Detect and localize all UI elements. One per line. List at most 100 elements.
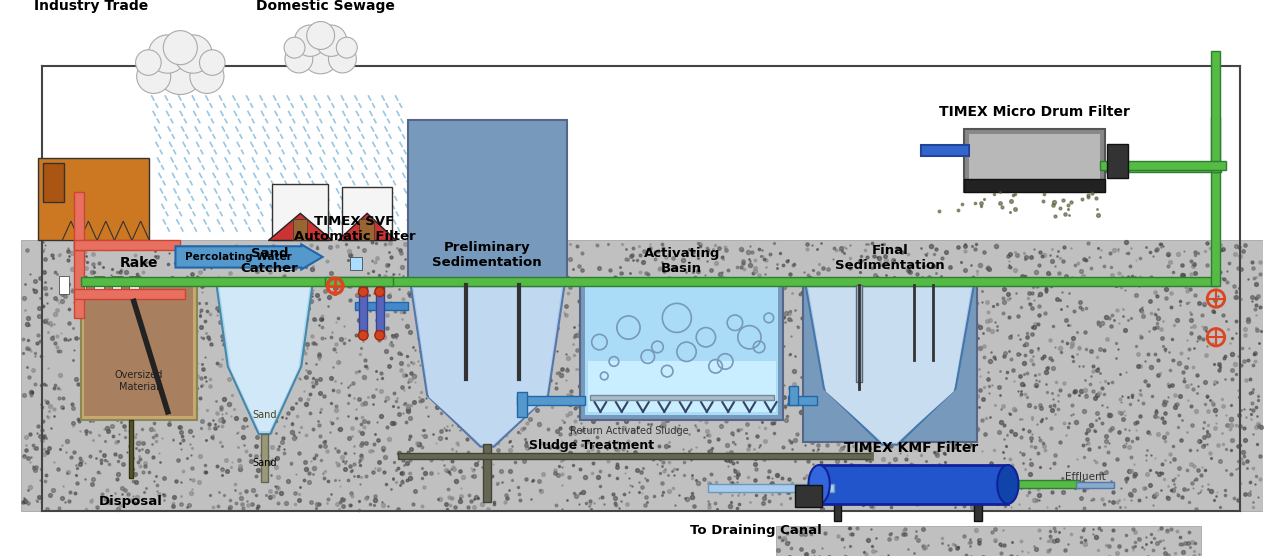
Bar — [94, 276, 104, 294]
Bar — [589, 395, 774, 400]
Bar — [326, 277, 393, 286]
Bar — [969, 134, 1100, 187]
Ellipse shape — [809, 465, 829, 504]
Text: Activating
Basin: Activating Basin — [643, 247, 720, 275]
Bar — [795, 485, 822, 507]
Bar — [21, 240, 1263, 512]
Bar — [81, 282, 196, 420]
Bar — [360, 219, 374, 240]
Polygon shape — [268, 214, 333, 240]
Bar — [1100, 161, 1226, 170]
Bar — [580, 282, 783, 420]
Bar — [39, 158, 149, 240]
Ellipse shape — [998, 465, 1018, 504]
Circle shape — [316, 25, 347, 56]
Circle shape — [307, 22, 335, 49]
Text: Sludge Treatment: Sludge Treatment — [529, 439, 655, 452]
Circle shape — [329, 45, 357, 73]
Polygon shape — [62, 221, 80, 240]
Bar — [398, 453, 872, 459]
Bar — [964, 129, 1104, 192]
Circle shape — [149, 35, 186, 73]
Text: Sand: Sand — [252, 410, 277, 420]
Bar — [921, 145, 969, 156]
Bar — [342, 187, 393, 240]
Bar — [128, 420, 132, 478]
Text: Return Activated Sludge: Return Activated Sludge — [570, 426, 690, 436]
Text: TIMEX KMF Filter: TIMEX KMF Filter — [844, 440, 978, 455]
Bar — [74, 240, 180, 250]
Bar — [1211, 51, 1220, 172]
Bar — [354, 302, 408, 310]
Bar — [74, 240, 83, 318]
Circle shape — [375, 287, 384, 296]
Bar — [964, 178, 1104, 192]
Circle shape — [358, 330, 369, 340]
Polygon shape — [809, 288, 971, 443]
Bar — [349, 257, 362, 270]
Polygon shape — [220, 285, 309, 431]
Bar — [85, 286, 193, 416]
Bar — [819, 465, 1008, 504]
Text: Domestic Sewage: Domestic Sewage — [256, 0, 395, 13]
Text: To Draining Canal: To Draining Canal — [691, 524, 822, 537]
Text: Final
Sedimentation: Final Sedimentation — [835, 244, 945, 272]
Circle shape — [302, 36, 340, 74]
Text: Oversized
Material: Oversized Material — [114, 370, 163, 391]
FancyArrow shape — [176, 244, 322, 270]
Bar — [707, 484, 833, 492]
Bar — [975, 504, 982, 521]
Circle shape — [136, 59, 171, 93]
Text: Sand
Catcher: Sand Catcher — [240, 247, 298, 275]
Bar — [112, 276, 121, 294]
Bar — [788, 396, 817, 405]
Bar — [74, 192, 83, 250]
Bar — [128, 276, 139, 294]
Bar — [59, 276, 69, 294]
Bar — [483, 444, 490, 502]
Bar — [1076, 483, 1115, 488]
Bar — [856, 285, 862, 382]
Bar — [1003, 479, 1080, 488]
Bar — [376, 287, 384, 335]
Bar — [833, 504, 841, 521]
Polygon shape — [114, 221, 132, 240]
Circle shape — [375, 330, 384, 340]
Bar — [1107, 143, 1127, 177]
Bar — [1211, 117, 1220, 286]
Polygon shape — [805, 285, 975, 445]
Polygon shape — [338, 214, 397, 240]
Text: Effluent: Effluent — [1064, 471, 1106, 481]
Bar — [81, 277, 1219, 286]
Bar — [293, 219, 307, 240]
Circle shape — [358, 287, 369, 296]
Bar — [77, 276, 86, 294]
Bar — [408, 121, 568, 282]
Bar — [261, 434, 268, 483]
Circle shape — [285, 45, 313, 73]
Bar — [272, 185, 329, 240]
Text: Percolating Water: Percolating Water — [185, 252, 291, 262]
Circle shape — [163, 31, 198, 64]
Text: Disposal: Disposal — [99, 495, 163, 508]
Bar — [42, 163, 64, 202]
Text: Preliminary
Sedimentation: Preliminary Sedimentation — [433, 241, 542, 269]
Circle shape — [199, 50, 225, 76]
Bar — [517, 393, 526, 416]
Text: Industry Trade: Industry Trade — [35, 0, 149, 13]
Polygon shape — [98, 221, 114, 240]
Bar — [790, 386, 797, 405]
Circle shape — [294, 25, 326, 56]
Polygon shape — [216, 282, 313, 434]
Text: TIMEX Micro Drum Filter: TIMEX Micro Drum Filter — [939, 105, 1130, 119]
Polygon shape — [80, 221, 98, 240]
Circle shape — [157, 48, 204, 95]
Bar — [280, 257, 293, 270]
Text: TIMEX SVF
Automatic Filter: TIMEX SVF Automatic Filter — [294, 215, 415, 243]
Text: Sand: Sand — [252, 458, 277, 468]
Polygon shape — [132, 221, 149, 240]
Polygon shape — [413, 288, 561, 445]
Bar — [517, 396, 586, 405]
Circle shape — [284, 37, 306, 58]
Bar — [802, 282, 977, 442]
